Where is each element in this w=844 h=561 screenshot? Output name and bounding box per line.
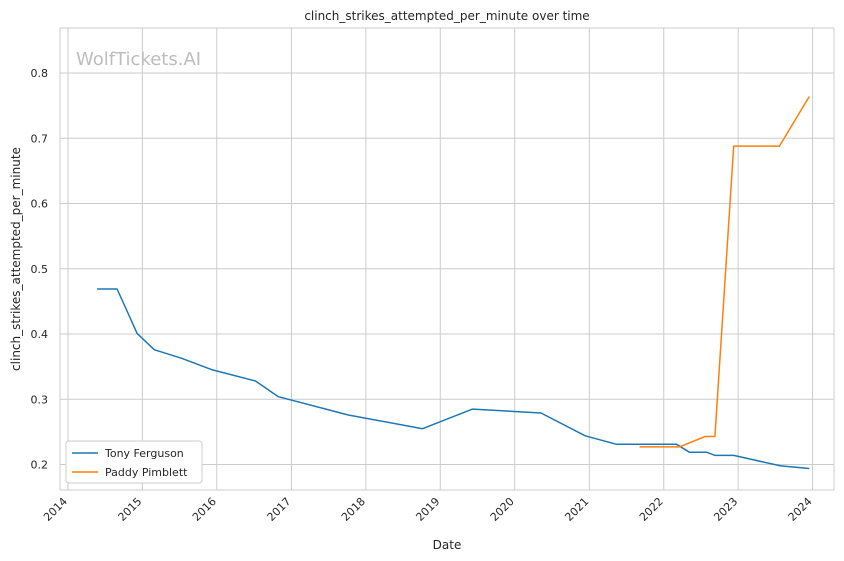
legend-box (65, 440, 203, 484)
x-tick-label: 2015 (116, 495, 145, 524)
y-tick-label: 0.2 (31, 459, 49, 472)
x-tick-label: 2017 (265, 495, 294, 524)
y-tick-label: 0.6 (31, 198, 49, 211)
y-tick-label: 0.7 (31, 132, 49, 145)
x-tick-label: 2019 (413, 495, 442, 524)
x-tick-label: 2023 (711, 495, 740, 524)
legend-label-tony-ferguson: Tony Ferguson (104, 447, 184, 460)
x-tick-label: 2024 (786, 495, 815, 524)
series-lines (97, 96, 810, 470)
x-axis-label: Date (433, 538, 462, 552)
y-tick-labels: 0.2 0.3 0.4 0.5 0.6 0.7 0.8 (31, 67, 49, 472)
grid (60, 28, 834, 490)
y-tick-label: 0.4 (31, 328, 49, 341)
y-tick-label: 0.3 (31, 393, 49, 406)
y-axis-label: clinch_strikes_attempted_per_minute (9, 147, 23, 371)
y-tick-label: 0.5 (31, 263, 49, 276)
x-tick-label: 2022 (637, 495, 666, 524)
x-tick-label: 2021 (562, 495, 591, 524)
watermark: WolfTickets.AI (76, 49, 201, 70)
series-line-tony-ferguson (97, 288, 810, 470)
x-tick-label: 2014 (41, 495, 70, 524)
x-tick-label: 2020 (488, 495, 517, 524)
plot-frame (59, 27, 835, 491)
x-tick-label: 2016 (190, 495, 219, 524)
x-tick-labels: 2014 2015 2016 2017 2018 2019 2020 2021 2022 2023… (41, 495, 815, 524)
y-tick-label: 0.8 (31, 67, 49, 80)
legend-label-paddy-pimblett: Paddy Pimblett (105, 466, 188, 479)
chart-title: clinch_strikes_attempted_per_minute over… (304, 9, 589, 23)
legend: Tony Ferguson Paddy Pimblett (65, 440, 203, 484)
series-line-paddy-pimblett (639, 96, 810, 448)
x-tick-label: 2018 (339, 495, 368, 524)
